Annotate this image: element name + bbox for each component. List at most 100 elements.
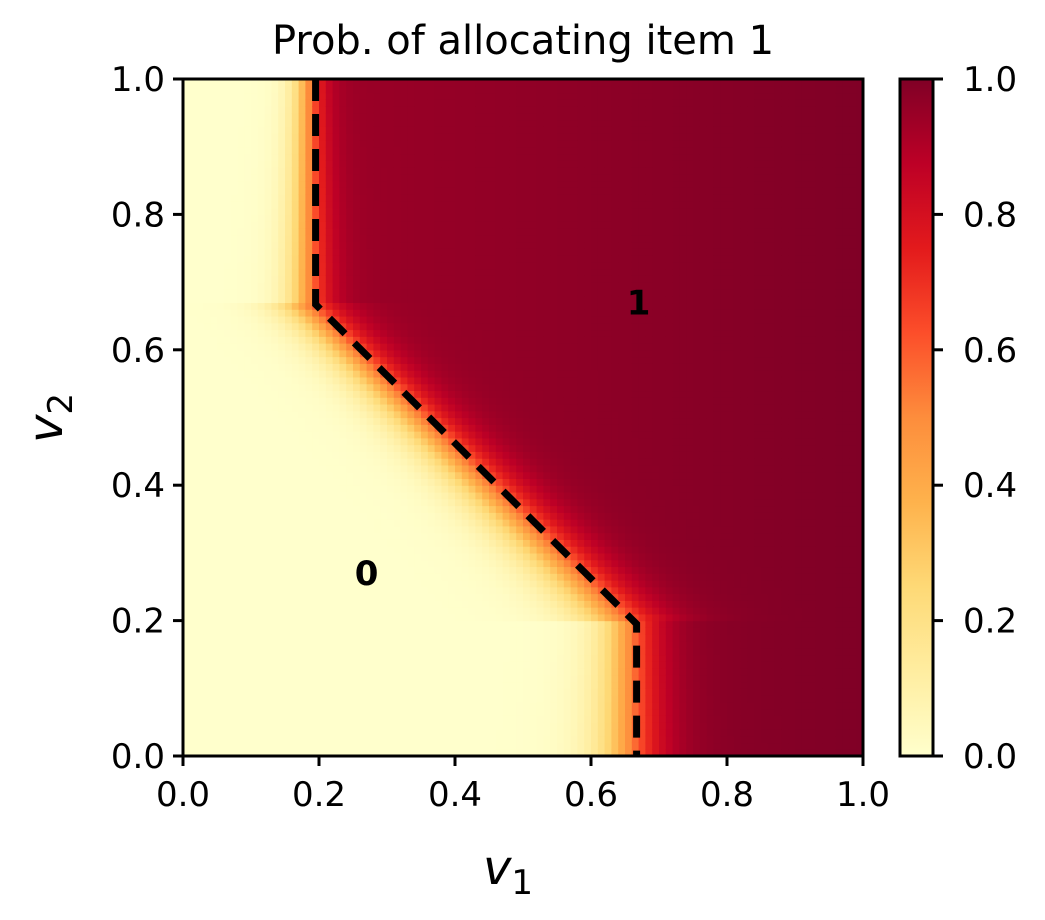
heatmap-cell [353, 85, 361, 94]
heatmap-cell [380, 410, 388, 419]
heatmap-cell [217, 451, 225, 459]
heatmap-cell [516, 167, 524, 175]
heatmap-cell [237, 728, 245, 737]
heatmap-cell [257, 85, 266, 94]
heatmap-cell [203, 701, 211, 710]
heatmap-cell [285, 458, 293, 466]
heatmap-cell [380, 268, 388, 276]
heatmap-cell [407, 634, 415, 642]
heatmap-cell [434, 600, 442, 608]
heatmap-cell [495, 126, 504, 134]
heatmap-cell [516, 417, 524, 425]
heatmap-cell [339, 255, 347, 263]
heatmap-cell [257, 525, 266, 534]
heatmap-cell [495, 424, 504, 432]
heatmap-cell [407, 92, 415, 100]
heatmap-cell [278, 485, 286, 493]
heatmap-cell [217, 85, 225, 94]
heatmap-cell [278, 194, 286, 202]
heatmap-cell [414, 613, 422, 622]
heatmap-cell [285, 661, 293, 669]
heatmap-cell [400, 749, 408, 756]
heatmap-cell [414, 749, 422, 756]
heatmap-cell [441, 180, 449, 188]
heatmap-cell [461, 234, 470, 243]
heatmap-cell [441, 640, 449, 649]
heatmap-cell [264, 525, 272, 534]
heatmap-cell [373, 139, 381, 148]
heatmap-cell [196, 119, 204, 127]
heatmap-cell [264, 234, 272, 243]
heatmap-cell [183, 505, 191, 513]
heatmap-cell [298, 261, 306, 270]
heatmap-cell [387, 370, 395, 378]
heatmap-cell [489, 431, 497, 439]
heatmap-cell [271, 329, 279, 337]
heatmap-cell [482, 241, 490, 249]
heatmap-cell [183, 539, 191, 547]
heatmap-cell [196, 559, 204, 568]
heatmap-cell [468, 519, 476, 527]
heatmap-cell [502, 275, 510, 283]
heatmap-cell [346, 146, 354, 155]
heatmap-cell [217, 403, 225, 412]
heatmap-cell [230, 600, 238, 608]
heatmap-cell [516, 390, 524, 398]
heatmap-cell [332, 478, 340, 486]
heatmap-cell [353, 708, 361, 716]
heatmap-cell [196, 336, 204, 344]
heatmap-cell [285, 586, 293, 595]
heatmap-cell [516, 255, 524, 263]
heatmap-cell [427, 200, 436, 209]
heatmap-cell [495, 390, 504, 398]
heatmap-cell [495, 282, 504, 290]
heatmap-cell [489, 627, 497, 635]
heatmap-cell [502, 241, 510, 249]
heatmap-cell [461, 600, 470, 608]
heatmap-cell [319, 309, 327, 317]
heatmap-cell [475, 667, 483, 676]
heatmap-cell [203, 261, 211, 270]
heatmap-cell [244, 722, 252, 730]
heatmap-cell [502, 728, 510, 737]
heatmap-cell [502, 79, 510, 87]
heatmap-cell [400, 275, 408, 283]
heatmap-cell [468, 112, 476, 121]
heatmap-cell [366, 539, 374, 547]
heatmap-cell [278, 207, 286, 215]
heatmap-cell [461, 261, 470, 270]
heatmap-cell [482, 491, 490, 500]
heatmap-cell [366, 613, 374, 622]
heatmap-cell [400, 607, 408, 615]
heatmap-cell [237, 478, 245, 486]
heatmap-cell [495, 343, 504, 351]
heatmap-cell [400, 566, 408, 574]
heatmap-cell [251, 295, 259, 304]
heatmap-cell [339, 728, 347, 737]
heatmap-cell [298, 728, 306, 737]
heatmap-cell [196, 356, 204, 364]
heatmap-cell [448, 437, 456, 446]
heatmap-cell [291, 79, 300, 87]
heatmap-cell [353, 309, 361, 317]
heatmap-cell [427, 119, 436, 127]
heatmap-cell [482, 613, 490, 622]
heatmap-cell [509, 667, 517, 676]
heatmap-cell [448, 390, 456, 398]
heatmap-cell [421, 234, 429, 243]
heatmap-cell [251, 552, 259, 561]
heatmap-cell [278, 410, 286, 419]
heatmap-cell [482, 390, 490, 398]
heatmap-cell [278, 586, 286, 595]
heatmap-cell [346, 728, 354, 737]
heatmap-cell [353, 275, 361, 283]
heatmap-cell [183, 701, 191, 710]
heatmap-cell [264, 160, 272, 168]
heatmap-cell [448, 431, 456, 439]
heatmap-cell [509, 505, 517, 513]
heatmap-cell [223, 275, 232, 283]
heatmap-cell [427, 627, 436, 635]
heatmap-cell [461, 227, 470, 236]
heatmap-cell [291, 99, 300, 107]
heatmap-cell [325, 566, 334, 574]
